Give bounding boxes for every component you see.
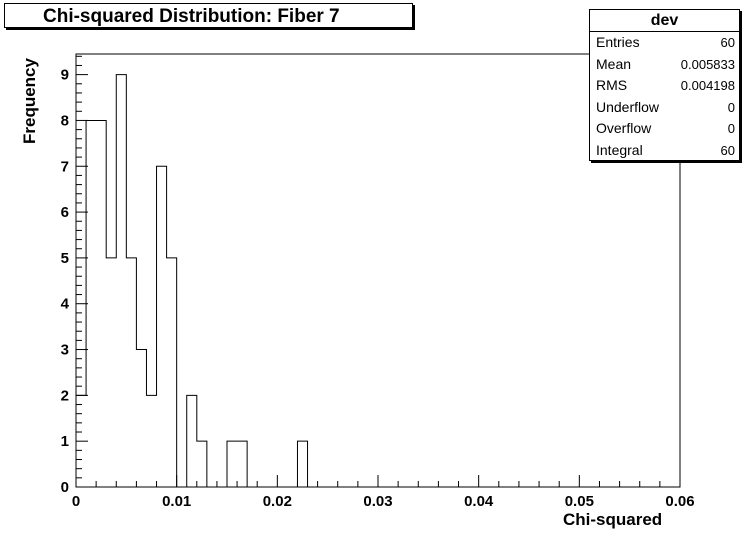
y-tick-label: 2 (61, 387, 69, 404)
y-tick-label: 9 (61, 67, 69, 84)
x-axis-title: Chi-squared (563, 510, 663, 529)
stats-label: Integral (596, 141, 643, 158)
stats-value: 0 (727, 121, 735, 136)
stats-label: Overflow (596, 120, 652, 136)
stats-row-entries: Entries 60 (590, 32, 739, 54)
chart-title: Chi-squared Distribution: Fiber 7 (4, 3, 413, 28)
x-tick-label: 0.05 (565, 493, 594, 510)
histogram-bin (116, 75, 126, 487)
stats-value: 60 (720, 35, 735, 50)
x-tick-label: 0.01 (162, 493, 191, 510)
histogram-bin (136, 350, 146, 487)
x-tick-label: 0.03 (363, 493, 392, 510)
stats-value: 0 (727, 99, 735, 115)
x-tick-label: 0 (72, 493, 80, 510)
histogram-bin (237, 441, 247, 487)
y-tick-label: 8 (61, 112, 69, 129)
histogram-bin (197, 441, 207, 487)
histogram-bin (96, 120, 106, 487)
stats-value: 0.004198 (680, 78, 735, 93)
histogram-bin (167, 258, 177, 487)
stats-row-underflow: Underflow 0 (590, 97, 739, 119)
stats-label: Underflow (596, 98, 660, 115)
stats-value: 0.005833 (680, 56, 735, 72)
histogram-bin (187, 395, 197, 487)
y-tick-label: 6 (61, 204, 69, 221)
y-tick-label: 1 (61, 433, 69, 450)
stats-value: 60 (720, 142, 735, 158)
histogram-bin (297, 441, 307, 487)
histogram-bin (126, 258, 136, 487)
stats-row-mean: Mean 0.005833 (590, 54, 739, 76)
stats-name: dev (590, 10, 739, 32)
y-tick-label: 3 (61, 342, 69, 359)
stats-row-rms: RMS 0.004198 (590, 75, 739, 97)
y-tick-label: 5 (61, 250, 69, 267)
stats-label: RMS (596, 77, 628, 93)
stats-label: Mean (596, 55, 632, 72)
y-tick-label: 4 (61, 296, 70, 313)
stats-row-overflow: Overflow 0 (590, 118, 739, 140)
stats-box: dev Entries 60 Mean 0.005833 RMS 0.00419… (589, 9, 740, 161)
x-tick-label: 0.04 (464, 493, 494, 510)
histogram-bin (106, 258, 116, 487)
y-tick-label: 0 (61, 479, 69, 496)
stats-row-integral: Integral 60 (590, 140, 739, 162)
histogram-bin (146, 395, 156, 487)
y-tick-label: 7 (61, 158, 69, 175)
histogram-outline (75, 74, 309, 488)
x-tick-label: 0.02 (263, 493, 292, 510)
stats-label: Entries (596, 34, 640, 50)
histogram-bin (227, 441, 237, 487)
x-tick-label: 0.06 (665, 493, 694, 510)
histogram-bin (157, 166, 167, 487)
y-axis-title: Frequency (20, 58, 39, 144)
